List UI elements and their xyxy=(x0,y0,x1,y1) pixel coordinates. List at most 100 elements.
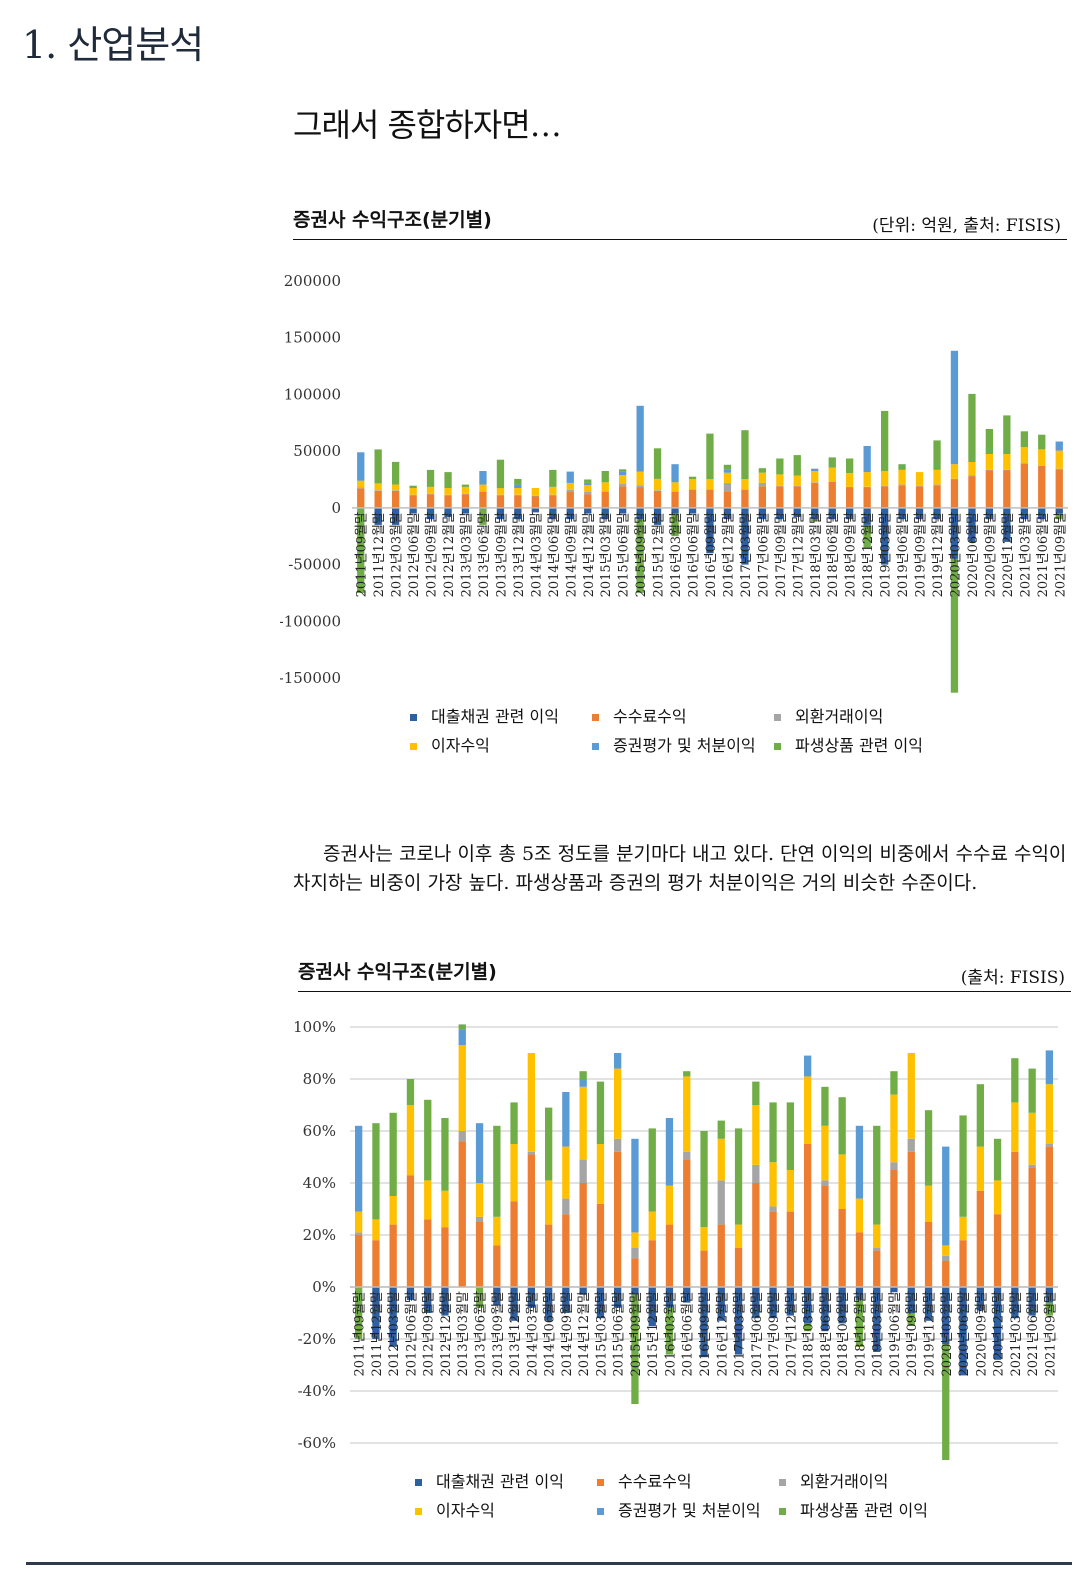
bar-interest xyxy=(566,482,574,490)
legend2-item-fx: 외환거래이익 xyxy=(779,1468,888,1492)
bar-derivatives xyxy=(374,449,382,484)
bar-loan xyxy=(688,507,697,514)
x-tick-label: 2013년06월말 xyxy=(474,1291,489,1377)
bar-fee xyxy=(1011,1151,1019,1287)
bar-interest xyxy=(1011,1102,1019,1152)
bar-fee xyxy=(907,1151,915,1287)
x-tick-label: 2018년03월말 xyxy=(802,1291,817,1377)
bar-securities xyxy=(475,1123,484,1183)
bar-loan xyxy=(614,1287,622,1308)
bar-loan xyxy=(993,1287,1002,1360)
x-tick-label: 2021년03월말 xyxy=(1018,512,1033,598)
bar-loan xyxy=(648,1287,656,1326)
bar-fx xyxy=(549,494,557,496)
bar-fee xyxy=(804,1144,812,1287)
bar-loan xyxy=(976,1287,984,1311)
bar-fx xyxy=(933,484,941,486)
bar-derivatives xyxy=(776,458,784,475)
bar-fee xyxy=(566,492,574,508)
bar-fee xyxy=(531,496,539,508)
bar-interest xyxy=(372,1219,380,1241)
y-tick-label: 150000 xyxy=(284,329,341,347)
bar-fee xyxy=(846,487,854,508)
bar-fx xyxy=(1028,1164,1036,1168)
bar-derivatives xyxy=(1011,1058,1019,1103)
bar-derivatives xyxy=(579,1071,587,1079)
bar-interest xyxy=(648,1211,656,1241)
bar-loan xyxy=(706,507,714,554)
bar-fee xyxy=(1038,465,1046,508)
bar-securities xyxy=(619,471,627,475)
bar-fx xyxy=(821,1180,829,1186)
y-tick-label: 20% xyxy=(303,1226,336,1244)
x-tick-label: 2018년06월말 xyxy=(826,512,841,598)
bar-derivatives xyxy=(734,1128,743,1225)
legend2-swatch-loan xyxy=(415,1479,422,1486)
bar-fee xyxy=(614,1151,622,1287)
bar-fx xyxy=(426,493,435,495)
legend2-label-interest: 이자수익 xyxy=(436,1501,495,1520)
bar-loan xyxy=(873,1287,881,1352)
bar-derivatives xyxy=(706,433,714,479)
bar-fee xyxy=(374,490,382,508)
bar-derivatives xyxy=(389,1112,397,1196)
bar-fx xyxy=(579,1159,587,1183)
bar-loan xyxy=(579,1287,587,1295)
bar-derivatives xyxy=(863,524,871,548)
x-tick-label: 2011년12월말 xyxy=(370,1291,385,1377)
section-title: 1. 산업분석 xyxy=(22,23,204,67)
bar-fee xyxy=(1020,463,1028,508)
bar-securities xyxy=(355,1125,363,1212)
bar-fee xyxy=(406,1175,415,1287)
bar-loan xyxy=(531,507,539,513)
bar-interest xyxy=(671,482,679,492)
x-tick-label: 2012년09월말 xyxy=(425,512,440,598)
legend2-item-interest: 이자수익 xyxy=(415,1497,495,1521)
bar-loan xyxy=(389,1287,397,1347)
bar-fee xyxy=(1045,1146,1053,1287)
bar-derivatives xyxy=(993,1138,1002,1181)
bar-fee xyxy=(793,486,801,508)
x-tick-label: 2012년09월말 xyxy=(422,1291,437,1377)
x-tick-label: 2012년03월말 xyxy=(390,512,405,598)
x-tick-label: 2019년06월말 xyxy=(896,512,911,598)
x-tick-label: 2012년03월말 xyxy=(387,1291,402,1377)
x-tick-label: 2019년06월말 xyxy=(888,1291,903,1377)
bar-loan xyxy=(898,507,906,520)
bar-loan xyxy=(717,1287,725,1321)
x-tick-label: 2019년03월말 xyxy=(879,512,894,598)
bar-loan xyxy=(907,1287,915,1313)
bar-interest xyxy=(752,1105,760,1165)
legend2-swatch-fx xyxy=(779,1479,786,1486)
bar-securities xyxy=(1045,1050,1053,1085)
x-tick-label: 2018년09월말 xyxy=(836,1291,851,1377)
x-tick-label: 2020년06월말 xyxy=(966,512,981,598)
bar-securities xyxy=(811,468,819,471)
bar-derivatives xyxy=(549,469,557,487)
bar-fee xyxy=(734,1248,743,1287)
bar-loan xyxy=(631,1287,639,1295)
bar-loan xyxy=(793,507,801,517)
bar-interest xyxy=(838,1154,846,1209)
bar-interest xyxy=(461,486,470,494)
bar-fee xyxy=(527,1154,535,1287)
bar-interest xyxy=(355,1211,363,1233)
bar-interest xyxy=(924,1185,933,1222)
x-tick-label: 2020년03월말 xyxy=(940,1291,955,1377)
bar-interest xyxy=(793,475,801,486)
bar-loan xyxy=(424,1287,432,1313)
x-tick-label: 2019년12월말 xyxy=(923,1291,938,1377)
bar-loan xyxy=(372,1287,380,1339)
bar-securities xyxy=(514,484,522,488)
bar-derivatives xyxy=(1045,1302,1053,1316)
x-tick-label: 2019년09월말 xyxy=(914,512,929,598)
bar-fx xyxy=(479,491,487,492)
bar-loan xyxy=(545,1287,553,1321)
bar-loan xyxy=(406,1287,415,1300)
bar-derivatives xyxy=(769,1102,777,1163)
bar-fx xyxy=(793,485,801,487)
bar-derivatives xyxy=(444,472,452,488)
bar-fx xyxy=(653,490,662,491)
bar-derivatives xyxy=(1028,1068,1036,1113)
x-tick-label: 2016년03월말 xyxy=(669,512,684,598)
